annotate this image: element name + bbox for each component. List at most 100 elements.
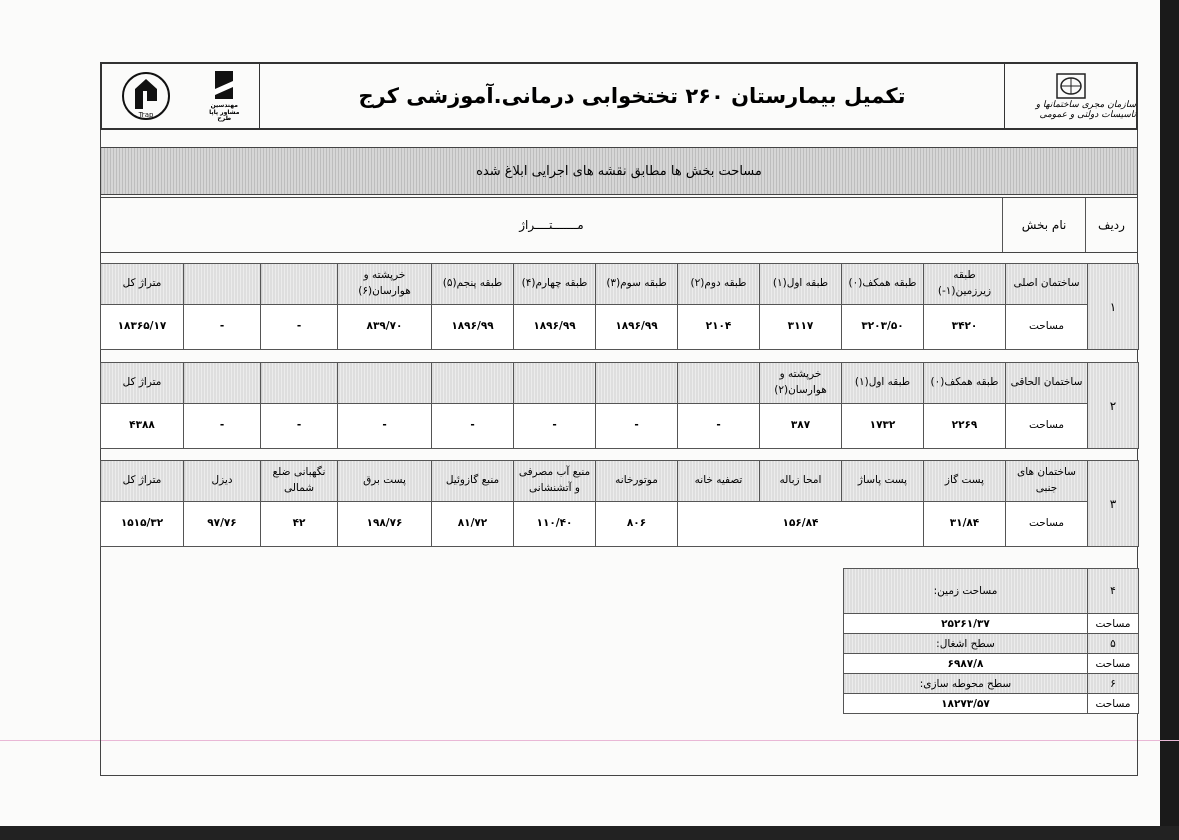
header-cell [337, 362, 432, 404]
value-cell: - [337, 403, 432, 449]
header-cell: نگهبانی ضلع شمالی [260, 460, 338, 502]
summary-label-cell: مساحت زمین: [843, 568, 1088, 614]
header-cell: متراژ کل [100, 460, 184, 502]
header-cell: ساختمان الحاقی [1005, 362, 1088, 404]
value-cell: ۴۲ [260, 501, 338, 547]
header-cell [677, 362, 760, 404]
header-cell: متراژ کل [100, 263, 184, 305]
row-number-cell: ۱ [1087, 263, 1139, 350]
value-cell: ۱۵۱۵/۳۲ [100, 501, 184, 547]
trap-logo-icon: Trap [121, 72, 170, 120]
value-cell: ۱۸۹۶/۹۹ [513, 304, 596, 350]
value-cell: ۱۸۹۶/۹۹ [431, 304, 514, 350]
document-header: Trap مهندسین مشاور پاپا طرح تکمیل بیمارس… [100, 62, 1138, 130]
header-cell: ساختمان های جنبی [1005, 460, 1088, 502]
value-cell: ۱۱۰/۴۰ [513, 501, 596, 547]
value-cell: ۳۴۲۰ [923, 304, 1006, 350]
summary-number-cell: ۴ [1087, 568, 1139, 614]
row-number-cell: ۳ [1087, 460, 1139, 547]
value-cell: ۸۱/۷۲ [431, 501, 514, 547]
client-name: سازمان مجری ساختمانها و تاسیسات دولتی و … [1035, 100, 1136, 120]
header-cell [431, 362, 514, 404]
section-value-row: مساحت ۳۱/۸۴ ۱۵۶/۸۴ ۸۰۶ ۱۱۰/۴۰ ۸۱/۷۲ ۱۹۸/۷۶ ۴۲ ۹۷… [100, 501, 1139, 547]
value-label-cell: مساحت [1005, 304, 1088, 350]
header-cell [183, 263, 261, 305]
section-table-annex-building: ۲ ساختمان الحاقی طبقه همکف(۰) طبقه اول(۱) خر… [100, 362, 1139, 449]
summary-number-cell: ۵ [1087, 633, 1139, 654]
summary-value-cell: ۶۹۸۷/۸ [843, 653, 1088, 674]
section-header-row: ۳ ساختمان های جنبی پست گاز پست پاساژ امحا زب… [100, 460, 1139, 547]
page-guide-line [0, 740, 1179, 741]
metraj-header: مـــــــتــــراژ [519, 218, 584, 232]
section-value-row: مساحت ۳۴۲۰ ۳۲۰۳/۵۰ ۳۱۱۷ ۲۱۰۴ ۱۸۹۶/۹۹ ۱۸۹۶/۹۹ ۱۸… [100, 304, 1139, 350]
header-cell: طبقه اول(۱) [759, 263, 842, 305]
header-cell: دیزل [183, 460, 261, 502]
value-cell: ۳۱۱۷ [759, 304, 842, 350]
value-cell: ۸۰۶ [595, 501, 678, 547]
header-cell: منبع آب مصرفی و آتشنشانی [513, 460, 596, 502]
header-cell: امحا زباله [759, 460, 842, 502]
consultant-logos: Trap مهندسین مشاور پاپا طرح [102, 64, 260, 128]
header-cell [260, 362, 338, 404]
value-cell: ۳۱/۸۴ [923, 501, 1006, 547]
papa-tarh-logo-text: مهندسین مشاور پاپا طرح [209, 102, 240, 123]
value-cell: ۲۱۰۴ [677, 304, 760, 350]
summary-value-cell: ۲۵۲۶۱/۳۷ [843, 613, 1088, 634]
header-cell: طبقه چهارم(۴) [513, 263, 596, 305]
header-cell: پست برق [337, 460, 432, 502]
header-cell: طبقه پنجم(۵) [431, 263, 514, 305]
section-title-band: مساحت بخش ها مطابق نقشه های اجرایی ابلاغ… [100, 147, 1138, 195]
row-number-header: ردیف [1085, 198, 1137, 252]
section-table-main-building: ۱ ساختمان اصلی طبقه زیرزمین(۱-) طبقه همکف(۰… [100, 263, 1139, 350]
section-table-auxiliary-buildings: ۳ ساختمان های جنبی پست گاز پست پاساژ امحا زب… [100, 460, 1139, 547]
header-cell: طبقه همکف(۰) [841, 263, 924, 305]
value-cell: - [260, 304, 338, 350]
header-cell: خرپشته و هوارسان(۶) [337, 263, 432, 305]
summary-value-row: مساحت ۲۵۲۶۱/۳۷ [843, 613, 1139, 634]
header-cell: ساختمان اصلی [1005, 263, 1088, 305]
header-cell [183, 362, 261, 404]
value-cell: - [513, 403, 596, 449]
summary-unit-cell: مساحت [1087, 613, 1139, 634]
header-cell: طبقه همکف(۰) [923, 362, 1006, 404]
header-cell [595, 362, 678, 404]
header-cell: طبقه دوم(۲) [677, 263, 760, 305]
value-cell: ۱۸۳۶۵/۱۷ [100, 304, 184, 350]
value-cell: ۴۳۸۸ [100, 403, 184, 449]
value-cell: ۱۸۹۶/۹۹ [595, 304, 678, 350]
value-cell: ۲۲۶۹ [923, 403, 1006, 449]
value-cell: - [183, 304, 261, 350]
summary-label-row: ۴ مساحت زمین: [843, 568, 1139, 614]
value-cell: ۱۵۶/۸۴ [677, 501, 924, 547]
value-cell: - [677, 403, 760, 449]
header-cell [513, 362, 596, 404]
site-area-summary-table: ۴ مساحت زمین: مساحت ۲۵۲۶۱/۳۷ ۵ سطح اشغال: مساح… [843, 568, 1139, 714]
value-label-cell: مساحت [1005, 501, 1088, 547]
summary-unit-cell: مساحت [1087, 653, 1139, 674]
value-cell: ۳۸۷ [759, 403, 842, 449]
header-cell: موتورخانه [595, 460, 678, 502]
svg-text:Trap: Trap [137, 111, 153, 119]
value-cell: ۱۹۸/۷۶ [337, 501, 432, 547]
section-name-header: نام بخش [1002, 198, 1085, 252]
summary-label-cell: سطح اشغال: [843, 633, 1088, 654]
summary-label-row: ۵ سطح اشغال: [843, 633, 1139, 654]
document-title: تکمیل بیمارستان ۲۶۰ تختخوابی درمانی.آموز… [358, 84, 906, 108]
organization-emblem-icon [1055, 73, 1086, 99]
summary-number-cell: ۶ [1087, 673, 1139, 694]
value-cell: - [183, 403, 261, 449]
header-cell: منبع گازوئیل [431, 460, 514, 502]
value-cell: - [431, 403, 514, 449]
summary-value-cell: ۱۸۲۷۳/۵۷ [843, 693, 1088, 714]
scan-edge [1160, 0, 1179, 840]
section-header-row: ۲ ساختمان الحاقی طبقه همکف(۰) طبقه اول(۱) خر… [100, 362, 1139, 449]
summary-value-row: مساحت ۱۸۲۷۳/۵۷ [843, 693, 1139, 714]
header-cell: طبقه سوم(۳) [595, 263, 678, 305]
section-header-row: ۱ ساختمان اصلی طبقه زیرزمین(۱-) طبقه همکف(۰… [100, 263, 1139, 350]
header-cell: خرپشته و هوارسان(۲) [759, 362, 842, 404]
section-value-row: مساحت ۲۲۶۹ ۱۷۳۲ ۳۸۷- - - - - - -۴۳۸۸ [100, 403, 1139, 449]
header-cell: طبقه اول(۱) [841, 362, 924, 404]
value-label-cell: مساحت [1005, 403, 1088, 449]
summary-label-cell: سطح محوطه سازی: [843, 673, 1088, 694]
header-cell: متراژ کل [100, 362, 184, 404]
